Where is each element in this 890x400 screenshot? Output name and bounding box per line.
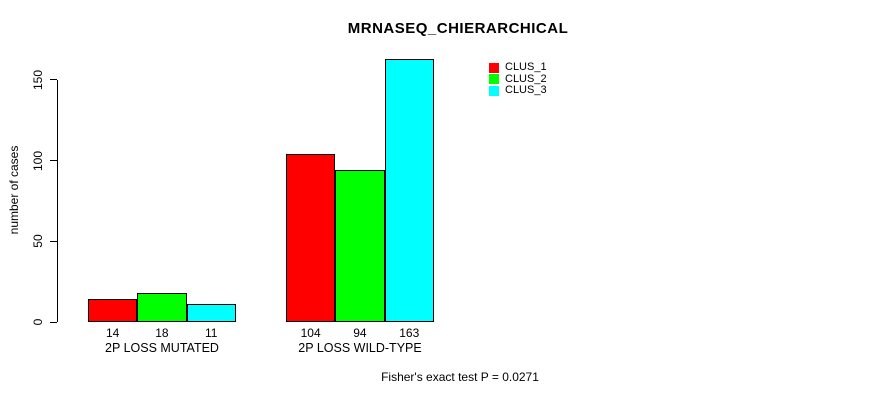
bar-value-label: 14 bbox=[105, 326, 120, 340]
bar-value-label: 11 bbox=[205, 326, 218, 340]
legend-item: CLUS_3 bbox=[489, 85, 547, 97]
bar-clus_3-group1 bbox=[186, 304, 236, 322]
y-tick-label: 150 bbox=[31, 69, 45, 90]
fisher-test-annotation: Fisher's exact test P = 0.0271 bbox=[381, 370, 539, 384]
y-axis-title: number of cases bbox=[7, 145, 21, 235]
legend-label: CLUS_1 bbox=[505, 61, 547, 74]
y-tick-label: 0 bbox=[31, 318, 45, 326]
y-tick-mark bbox=[50, 160, 57, 162]
y-tick-mark bbox=[50, 240, 57, 242]
y-axis-line bbox=[57, 80, 58, 322]
y-tick-label: 100 bbox=[31, 150, 45, 171]
x-category-label: 2P LOSS MUTATED bbox=[105, 341, 219, 355]
chart-title: MRNASEQ_CHIERARCHICAL bbox=[347, 20, 569, 37]
y-tick-label: 50 bbox=[31, 234, 45, 249]
legend: CLUS_1 CLUS_2 CLUS_3 bbox=[489, 62, 547, 97]
bar-value-label: 163 bbox=[399, 326, 420, 340]
legend-swatch-clus2 bbox=[489, 74, 499, 85]
bar-clus_1-group2 bbox=[286, 154, 336, 322]
legend-item: CLUS_2 bbox=[489, 72, 547, 86]
legend-label: CLUS_2 bbox=[505, 72, 547, 85]
y-tick-mark bbox=[50, 79, 57, 81]
legend-label: CLUS_3 bbox=[505, 84, 547, 97]
bar-value-label: 18 bbox=[155, 326, 169, 340]
bar-value-label: 94 bbox=[353, 326, 367, 340]
x-category-label: 2P LOSS WILD-TYPE bbox=[298, 341, 422, 355]
bar-clus_3-group2 bbox=[384, 59, 434, 322]
legend-swatch-clus3 bbox=[489, 85, 499, 96]
legend-item: CLUS_1 bbox=[489, 62, 547, 74]
bar-clus_2-group2 bbox=[335, 170, 385, 322]
bar-value-label: 104 bbox=[300, 326, 321, 340]
bar-clus_1-group1 bbox=[88, 299, 138, 322]
bar-clus_2-group1 bbox=[137, 293, 187, 322]
y-tick-mark bbox=[50, 321, 57, 323]
legend-swatch-clus1 bbox=[489, 62, 499, 73]
